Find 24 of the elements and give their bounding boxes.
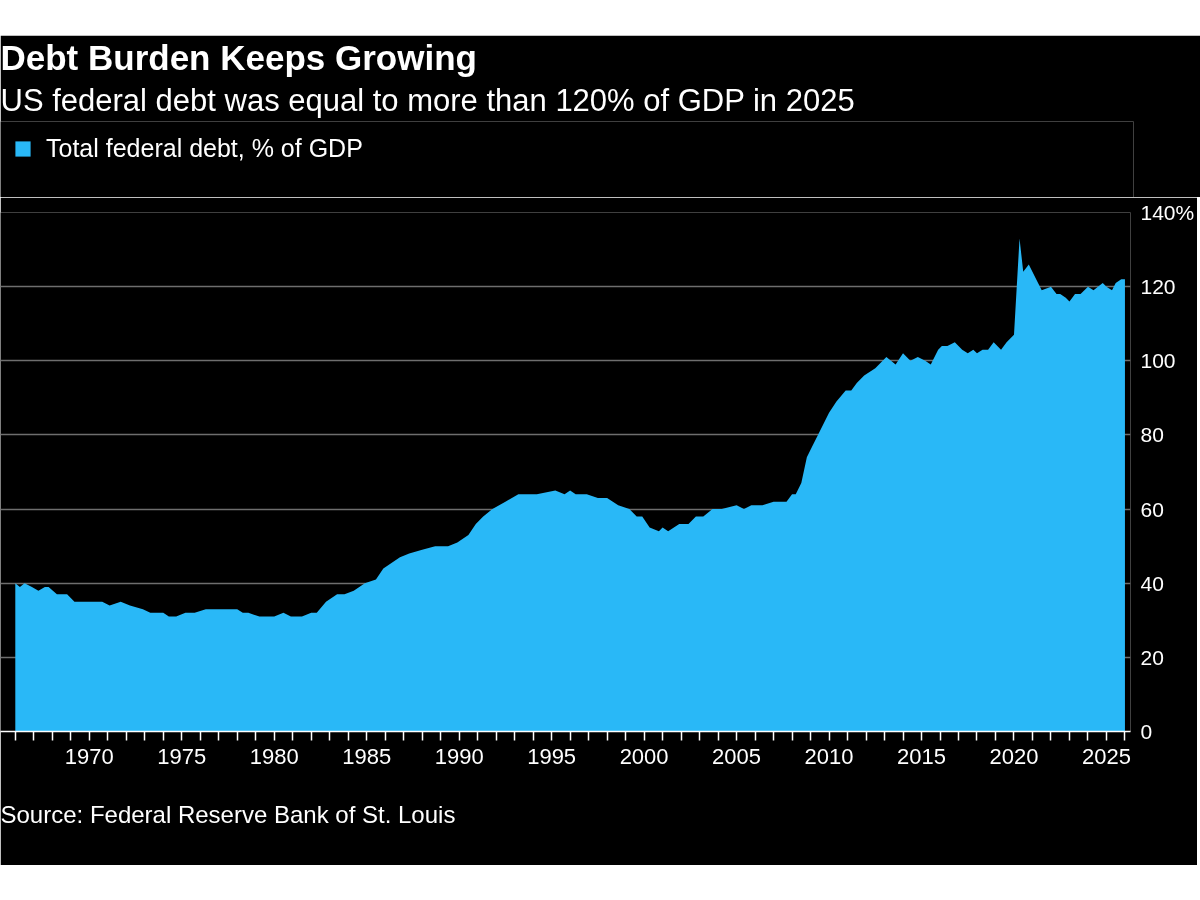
y-tick-label: 40 (1140, 571, 1164, 595)
x-tick-label: 2010 (804, 743, 854, 769)
y-tick-label: 0 (1140, 720, 1153, 743)
y-tick-label: 140% (1140, 201, 1195, 224)
chart-subtitle: US federal debt was equal to more than 120% of GDP in 2025 (0, 82, 855, 118)
x-tick-label: 1975 (157, 743, 207, 769)
x-tick-label: 2025 (1081, 743, 1131, 769)
x-tick-label: 2005 (712, 743, 762, 769)
x-tick-label: 1995 (527, 743, 577, 769)
x-tick-label: 2000 (619, 743, 669, 769)
x-tick-label: 1980 (249, 743, 299, 769)
y-tick-label: 120 (1140, 275, 1176, 299)
x-tick-label: 2015 (897, 743, 946, 769)
x-tick-label: 1970 (64, 743, 114, 769)
y-tick-label: 60 (1140, 497, 1164, 521)
y-tick-label: 100 (1140, 349, 1176, 373)
x-tick-label: 1985 (342, 743, 392, 769)
y-tick-label: 80 (1140, 423, 1164, 447)
source-note: Source: Federal Reserve Bank of St. Louis (0, 800, 456, 828)
legend-label: Total federal debt, % of GDP (46, 134, 363, 163)
y-tick-label: 20 (1140, 645, 1164, 669)
x-tick-label: 2020 (989, 743, 1039, 769)
chart-title: Debt Burden Keeps Growing (0, 37, 477, 77)
x-tick-label: 1990 (434, 743, 484, 769)
